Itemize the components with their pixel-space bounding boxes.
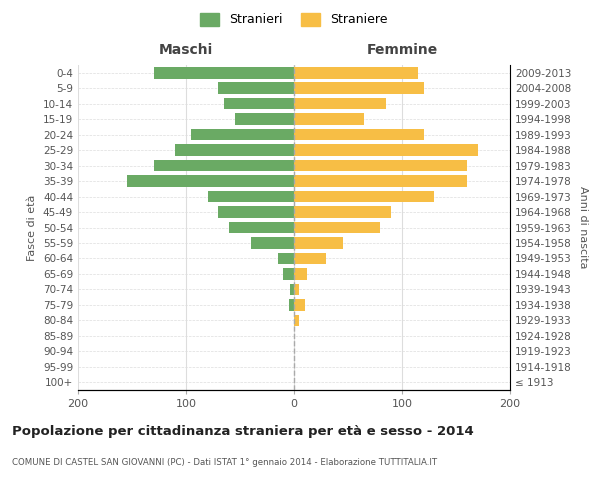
Bar xyxy=(235,114,294,125)
Bar xyxy=(294,284,299,295)
Bar xyxy=(289,299,294,310)
Bar xyxy=(191,129,294,140)
Bar xyxy=(208,190,294,202)
Bar xyxy=(154,160,294,172)
Y-axis label: Anni di nascita: Anni di nascita xyxy=(578,186,588,269)
Bar xyxy=(294,129,424,140)
Text: COMUNE DI CASTEL SAN GIOVANNI (PC) - Dati ISTAT 1° gennaio 2014 - Elaborazione T: COMUNE DI CASTEL SAN GIOVANNI (PC) - Dat… xyxy=(12,458,437,467)
Bar xyxy=(224,98,294,110)
Bar xyxy=(278,252,294,264)
Bar xyxy=(294,160,467,172)
Bar xyxy=(218,206,294,218)
Bar xyxy=(294,299,305,310)
Legend: Stranieri, Straniere: Stranieri, Straniere xyxy=(200,12,388,26)
Bar xyxy=(294,314,299,326)
Bar xyxy=(127,176,294,187)
Bar xyxy=(218,82,294,94)
Bar xyxy=(229,222,294,234)
Bar xyxy=(294,252,326,264)
Text: Maschi: Maschi xyxy=(159,44,213,58)
Bar xyxy=(251,237,294,249)
Bar xyxy=(154,67,294,78)
Bar xyxy=(290,284,294,295)
Y-axis label: Fasce di età: Fasce di età xyxy=(28,194,37,260)
Bar xyxy=(294,222,380,234)
Bar xyxy=(175,144,294,156)
Bar xyxy=(294,98,386,110)
Bar xyxy=(294,114,364,125)
Bar xyxy=(294,237,343,249)
Bar xyxy=(294,67,418,78)
Bar xyxy=(294,176,467,187)
Text: Popolazione per cittadinanza straniera per età e sesso - 2014: Popolazione per cittadinanza straniera p… xyxy=(12,425,474,438)
Bar xyxy=(283,268,294,280)
Bar xyxy=(294,144,478,156)
Bar xyxy=(294,190,434,202)
Bar xyxy=(294,206,391,218)
Text: Femmine: Femmine xyxy=(367,44,437,58)
Bar xyxy=(294,268,307,280)
Bar xyxy=(294,82,424,94)
